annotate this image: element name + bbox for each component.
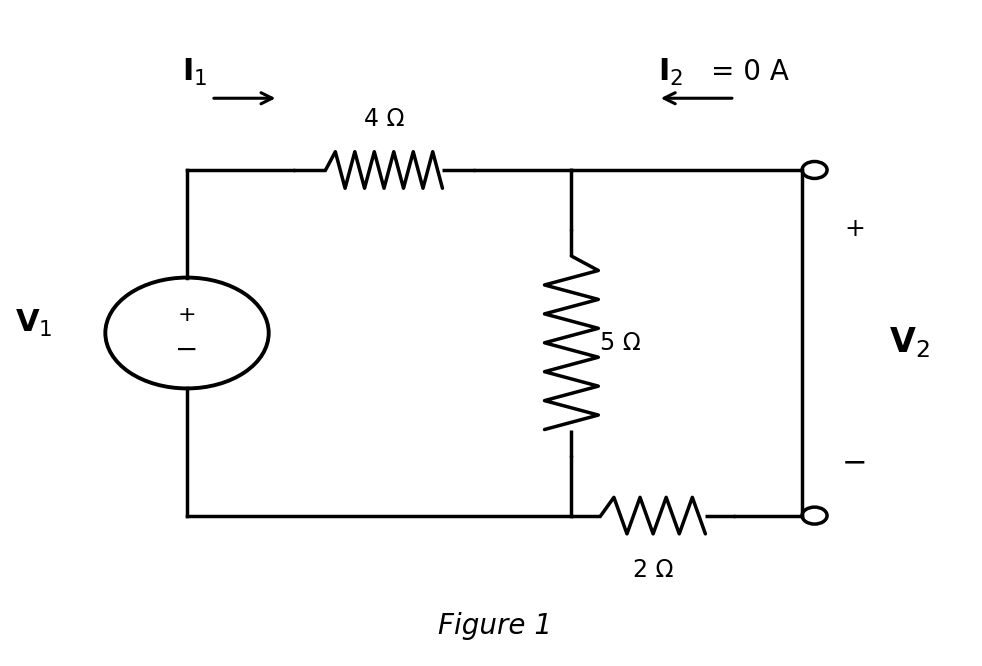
Text: $\mathbf{V}_2$: $\mathbf{V}_2$ [889, 326, 929, 360]
Text: $\mathbf{V}_1$: $\mathbf{V}_1$ [15, 308, 52, 339]
Text: −: − [843, 449, 868, 478]
Text: $\mathbf{I}_2$: $\mathbf{I}_2$ [658, 57, 683, 88]
Text: = 0 A: = 0 A [711, 58, 789, 86]
Text: 4 Ω: 4 Ω [363, 107, 405, 131]
Text: −: − [176, 336, 198, 364]
Text: +: + [845, 216, 865, 240]
Text: 2 Ω: 2 Ω [632, 558, 674, 582]
Text: Figure 1: Figure 1 [438, 613, 552, 641]
Text: $\mathbf{I}_1$: $\mathbf{I}_1$ [183, 57, 207, 88]
Text: +: + [178, 305, 196, 325]
Text: 5 Ω: 5 Ω [600, 331, 641, 355]
